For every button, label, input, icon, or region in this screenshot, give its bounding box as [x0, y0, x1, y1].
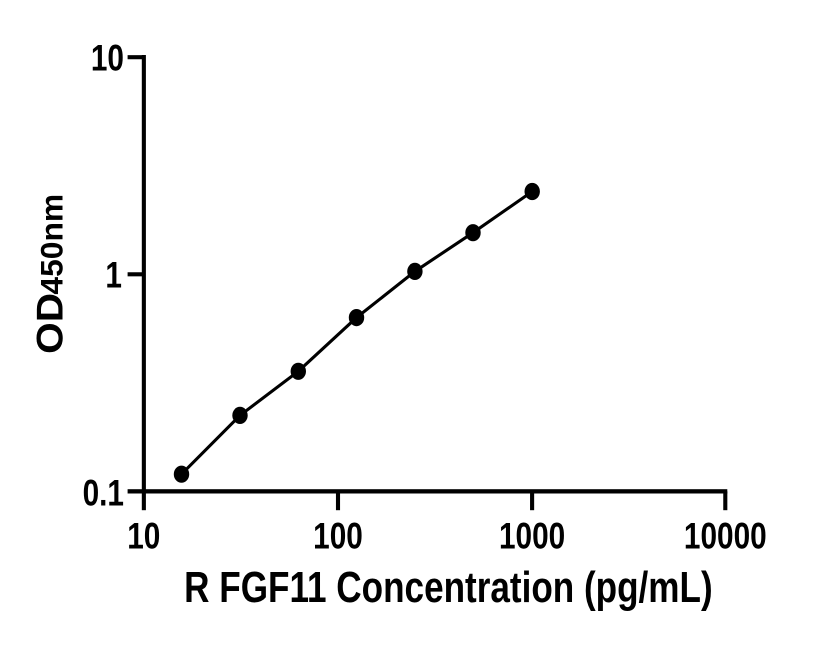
svg-text:10: 10 — [127, 517, 160, 558]
svg-text:R FGF11 Concentration (pg/mL): R FGF11 Concentration (pg/mL) — [184, 564, 713, 612]
svg-text:100: 100 — [313, 517, 363, 558]
svg-text:10000: 10000 — [684, 517, 767, 558]
svg-text:OD: OD — [30, 293, 71, 354]
svg-text:10: 10 — [91, 39, 124, 80]
svg-text:450nm: 450nm — [34, 194, 70, 295]
svg-text:0.1: 0.1 — [83, 473, 124, 514]
svg-text:1: 1 — [105, 256, 122, 297]
svg-text:1000: 1000 — [499, 517, 565, 558]
